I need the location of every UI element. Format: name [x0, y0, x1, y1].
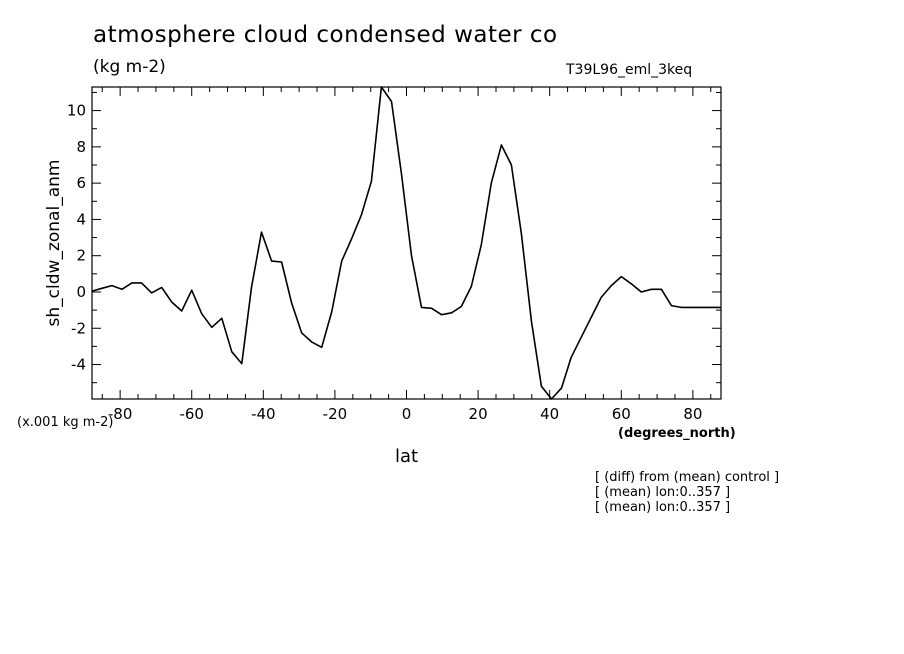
run-id: T39L96_eml_3keq: [566, 62, 693, 78]
y-tick-label: 6: [76, 174, 86, 192]
y-tick-label: 4: [76, 210, 86, 228]
x-tick-label: 40: [540, 405, 559, 423]
x-tick-label: -80: [108, 405, 133, 423]
x-units-label: (degrees_north): [618, 426, 736, 441]
annotation-line: [ (diff) from (mean) control ]: [595, 470, 780, 485]
y-scale-note: (x.001 kg m-2): [17, 415, 114, 430]
x-tick-label: -40: [251, 405, 276, 423]
x-tick-label: 60: [612, 405, 631, 423]
x-tick-label: 80: [683, 405, 702, 423]
y-tick-label: 2: [76, 247, 86, 265]
x-tick-label: 0: [402, 405, 412, 423]
y-tick-label: -4: [71, 356, 86, 374]
x-tick-label: -20: [323, 405, 348, 423]
y-tick-label: 8: [76, 138, 86, 156]
y-tick-label: 10: [67, 102, 86, 120]
chart-units: (kg m-2): [93, 57, 166, 77]
x-tick-label: 20: [469, 405, 488, 423]
y-tick-label: -2: [71, 319, 86, 337]
series-line: [91, 86, 721, 400]
axis-ticks: [92, 87, 721, 399]
chart-title: atmosphere cloud condensed water co: [93, 22, 558, 48]
plot-frame: [91, 86, 722, 400]
y-axis-label: sh_cldw_zonal_anm: [44, 159, 64, 327]
annotation-notes: [ (diff) from (mean) control ] [ (mean) …: [595, 470, 779, 515]
x-tick-label: -60: [179, 405, 204, 423]
annotation-line: [ (mean) lon:0..357 ]: [595, 500, 731, 515]
y-tick-label: 0: [76, 283, 86, 301]
annotation-line: [ (mean) lon:0..357 ]: [595, 485, 731, 500]
x-axis-label: lat: [395, 446, 419, 467]
